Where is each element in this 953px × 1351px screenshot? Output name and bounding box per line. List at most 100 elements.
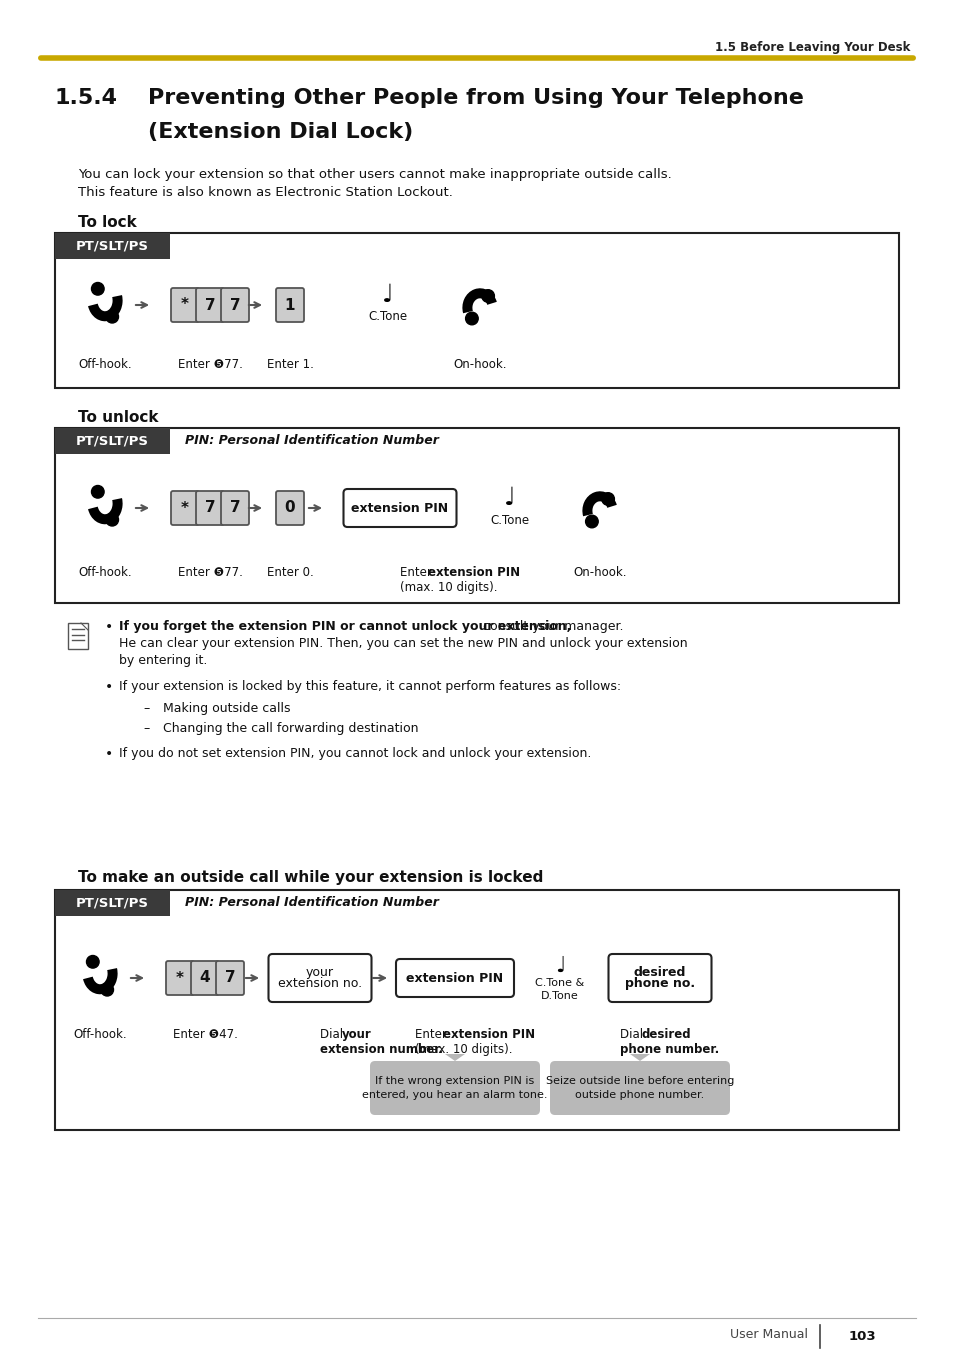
FancyBboxPatch shape [55,890,898,1129]
FancyBboxPatch shape [275,288,304,322]
Text: 1: 1 [284,297,294,312]
FancyBboxPatch shape [608,954,711,1002]
Text: 1.5.4: 1.5.4 [55,88,118,108]
FancyBboxPatch shape [275,490,304,526]
FancyBboxPatch shape [215,961,244,994]
Text: Enter ❺77.: Enter ❺77. [177,566,242,580]
Text: your: your [341,1028,372,1042]
Text: 7: 7 [225,970,235,985]
Text: desired: desired [641,1028,691,1042]
Text: extension PIN: extension PIN [351,501,448,515]
Text: extension PIN: extension PIN [428,566,519,580]
Text: ♩: ♩ [503,486,516,509]
FancyBboxPatch shape [171,288,199,322]
Text: consult your manager.: consult your manager. [478,620,623,634]
Text: If the wrong extension PIN is: If the wrong extension PIN is [375,1077,534,1086]
FancyBboxPatch shape [195,490,224,526]
Text: *: * [181,297,189,312]
Text: PIN: Personal Identification Number: PIN: Personal Identification Number [185,435,438,447]
Text: Off-hook.: Off-hook. [73,1028,127,1042]
Text: Dial: Dial [619,1028,646,1042]
Text: extension no.: extension no. [277,977,362,990]
Circle shape [91,485,104,499]
Text: extension number.: extension number. [319,1043,442,1056]
Text: (max. 10 digits).: (max. 10 digits). [399,581,497,594]
Text: 0: 0 [284,500,295,516]
Text: desired: desired [633,966,685,979]
Text: entered, you hear an alarm tone.: entered, you hear an alarm tone. [362,1089,547,1100]
Text: extension PIN: extension PIN [442,1028,535,1042]
Text: 1.5 Before Leaving Your Desk: 1.5 Before Leaving Your Desk [714,41,909,54]
Text: outside phone number.: outside phone number. [575,1089,704,1100]
Text: 7: 7 [205,500,215,516]
FancyBboxPatch shape [395,959,514,997]
Text: PIN: Personal Identification Number: PIN: Personal Identification Number [185,897,438,909]
Text: phone no.: phone no. [624,977,695,990]
Circle shape [106,513,118,526]
Circle shape [465,312,477,324]
Text: *: * [181,500,189,516]
Text: On-hook.: On-hook. [453,358,506,372]
FancyBboxPatch shape [221,288,249,322]
FancyBboxPatch shape [550,1061,729,1115]
Text: phone number.: phone number. [619,1043,719,1056]
Text: Enter 0.: Enter 0. [266,566,313,580]
Text: •: • [105,680,113,694]
Text: 7: 7 [230,500,240,516]
FancyBboxPatch shape [221,490,249,526]
FancyBboxPatch shape [166,961,193,994]
FancyBboxPatch shape [191,961,219,994]
FancyBboxPatch shape [68,623,88,648]
Text: Enter: Enter [399,566,436,580]
FancyBboxPatch shape [343,489,456,527]
FancyBboxPatch shape [55,232,170,259]
Circle shape [101,984,113,996]
Text: 7: 7 [230,297,240,312]
Text: ♩: ♩ [554,957,565,975]
Text: •: • [105,747,113,761]
FancyBboxPatch shape [171,490,199,526]
Text: Dial: Dial [319,1028,347,1042]
Text: D.Tone: D.Tone [540,992,578,1001]
Text: Enter ❺77.: Enter ❺77. [177,358,242,372]
Text: PT/SLT/PS: PT/SLT/PS [76,897,149,909]
Text: ♩: ♩ [382,282,394,307]
Circle shape [91,282,104,295]
Circle shape [585,515,598,528]
Text: PT/SLT/PS: PT/SLT/PS [76,239,149,253]
Polygon shape [629,1054,649,1061]
Text: 4: 4 [199,970,210,985]
Circle shape [87,955,99,969]
Circle shape [106,311,118,323]
Text: Enter ❺47.: Enter ❺47. [172,1028,237,1042]
Text: This feature is also known as Electronic Station Lockout.: This feature is also known as Electronic… [78,186,453,199]
Text: –: – [143,703,149,715]
Text: your: your [306,966,334,979]
Text: 7: 7 [205,297,215,312]
FancyBboxPatch shape [55,890,170,916]
Text: C.Tone &: C.Tone & [535,978,584,988]
FancyBboxPatch shape [55,428,170,454]
Text: (Extension Dial Lock): (Extension Dial Lock) [148,122,413,142]
Text: (max. 10 digits).: (max. 10 digits). [415,1043,512,1056]
Text: •: • [105,620,113,634]
Text: C.Tone: C.Tone [368,311,407,323]
Text: Changing the call forwarding destination: Changing the call forwarding destination [163,721,418,735]
FancyBboxPatch shape [268,954,371,1002]
Text: To lock: To lock [78,215,136,230]
Circle shape [481,289,494,303]
Text: Making outside calls: Making outside calls [163,703,291,715]
Text: You can lock your extension so that other users cannot make inappropriate outsid: You can lock your extension so that othe… [78,168,671,181]
Text: Off-hook.: Off-hook. [78,566,132,580]
Text: 103: 103 [847,1329,875,1343]
FancyBboxPatch shape [370,1061,539,1115]
Text: Enter 1.: Enter 1. [266,358,314,372]
Circle shape [601,493,614,505]
Text: C.Tone: C.Tone [490,513,529,527]
Text: Seize outside line before entering: Seize outside line before entering [545,1077,734,1086]
Text: User Manual: User Manual [729,1328,807,1342]
Text: To unlock: To unlock [78,409,158,426]
Text: On-hook.: On-hook. [573,566,626,580]
Text: –: – [143,721,149,735]
FancyBboxPatch shape [195,288,224,322]
